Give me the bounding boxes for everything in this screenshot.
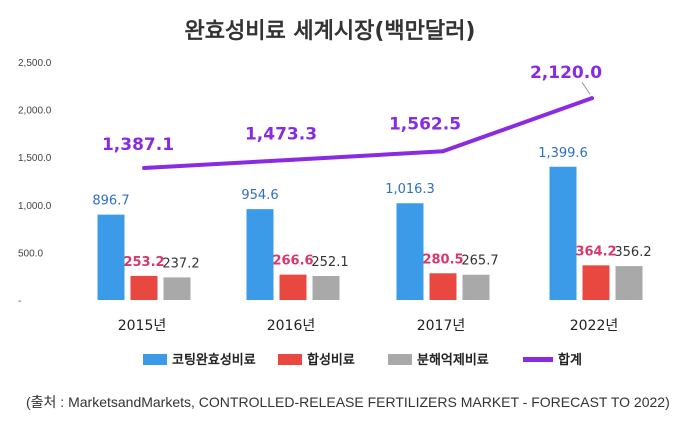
legend-label: 분해억제비료 (417, 352, 489, 368)
total-point (590, 96, 594, 101)
y-tick-label: 1,500.0 (18, 153, 52, 164)
bar (312, 276, 340, 300)
total-point (441, 149, 445, 154)
total-value-label: 1,562.5 (389, 114, 461, 134)
category-label: 2022년 (570, 318, 619, 334)
bar-value-label: 896.7 (92, 194, 129, 209)
y-tick-label: 500.0 (18, 248, 43, 259)
category-label: 2016년 (267, 318, 316, 334)
bar-value-label: 1,016.3 (385, 182, 435, 197)
bar-value-label: 1,399.6 (538, 146, 588, 161)
category-label: 2015년 (118, 318, 167, 334)
total-line-series: 1,387.1 1,473.3 1,562.5 2,120.0 (102, 63, 602, 170)
bar-value-label: 253.2 (123, 255, 164, 270)
bar-value-label: 252.1 (311, 255, 348, 270)
bar-series: 896.7 954.6 1,016.3 1,399.6 253.2 266.6 280.5 3… (92, 146, 652, 300)
bar (549, 166, 577, 300)
y-tick-label: 1,000.0 (18, 201, 52, 212)
bar-value-label: 954.6 (241, 188, 278, 203)
bar (97, 214, 125, 300)
legend-label: 코팅완효성비료 (172, 352, 256, 368)
legend-swatch (278, 354, 302, 365)
bar (246, 209, 274, 300)
total-value-label: 1,473.3 (245, 125, 317, 145)
legend-swatch-line (523, 357, 553, 362)
leader-line (581, 81, 591, 95)
bar (582, 265, 610, 300)
source-citation: (출처 : MarketsandMarkets, CONTROLLED-RELE… (26, 394, 670, 410)
y-tick-label: 2,000.0 (18, 106, 52, 117)
chart-title: 완효성비료 세계시장(백만달러) (185, 19, 476, 44)
total-value-label: 1,387.1 (102, 135, 174, 155)
bar-value-label: 356.2 (614, 245, 651, 260)
bar (429, 273, 457, 300)
total-line (143, 96, 593, 170)
legend-swatch (143, 354, 167, 365)
bar-value-label: 266.6 (272, 254, 313, 269)
bar (615, 266, 643, 300)
legend-swatch (388, 354, 412, 365)
bar (130, 275, 158, 300)
legend-label: 합성비료 (307, 352, 355, 368)
bar (279, 274, 307, 300)
legend-label: 합계 (558, 352, 582, 368)
total-value-label: 2,120.0 (530, 63, 602, 83)
total-point (142, 165, 146, 170)
y-tick-label: - (18, 296, 21, 307)
category-label: 2017년 (417, 318, 466, 334)
bar (163, 277, 191, 300)
y-axis: 2,500.0 2,000.0 1,500.0 1,000.0 500.0 - (18, 58, 52, 307)
bar-value-label: 364.2 (575, 244, 616, 259)
bar (462, 274, 490, 300)
bar-value-label: 265.7 (461, 254, 498, 269)
bar-value-label: 237.2 (162, 256, 199, 271)
bar (396, 203, 424, 300)
x-axis: 2015년 2016년 2017년 2022년 (118, 318, 619, 334)
legend: 코팅완효성비료 합성비료 분해억제비료 합계 (143, 352, 582, 368)
y-tick-label: 2,500.0 (18, 58, 52, 69)
bar-value-label: 280.5 (422, 252, 463, 267)
total-point (291, 157, 295, 162)
